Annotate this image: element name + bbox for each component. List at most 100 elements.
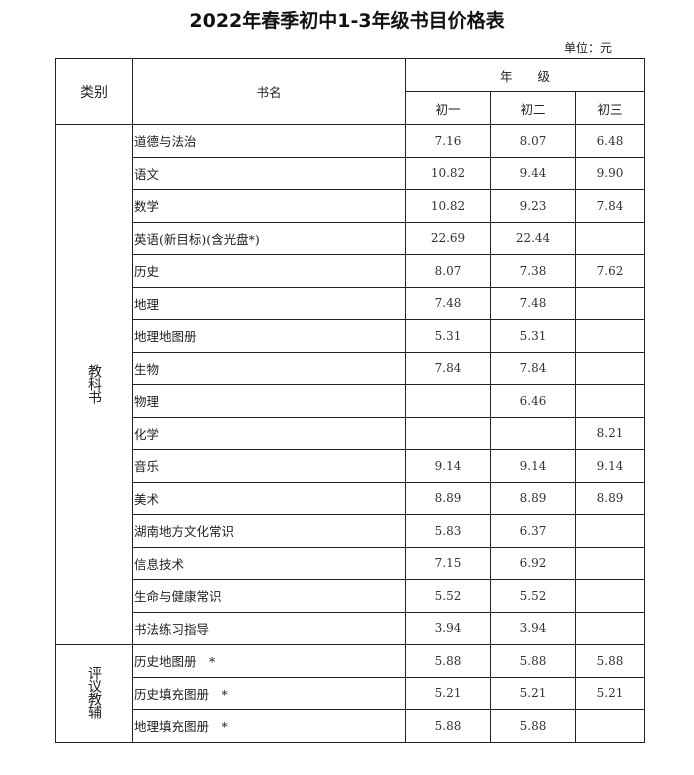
price-grade-2: 6.46 [490,384,576,418]
book-name: 湖南地方文化常识 [132,514,406,548]
price-grade-1: 5.83 [405,514,491,548]
price-grade-3: 9.14 [574,449,646,483]
price-grade-2: 7.84 [490,351,576,385]
table-row: 教科书 道德与法治 7.16 8.07 6.48 [55,124,646,645]
price-grade-2: 9.44 [490,156,576,190]
book-name: 信息技术 [132,546,406,580]
price-grade-1: 7.48 [405,286,491,320]
book-name: 道德与法治 [132,124,406,158]
header-grade: 年 级 [404,58,646,92]
price-grade-2: 6.37 [490,514,576,548]
price-grade-3: 7.62 [574,254,646,288]
price-grade-1: 9.14 [405,449,491,483]
price-grade-3 [574,579,646,613]
category-label: 评议教辅 [86,665,102,718]
price-grade-2 [490,416,576,450]
table-row: 音乐 9.14 9.14 9.14 [56,449,646,483]
price-grade-3: 8.89 [574,481,646,515]
table-row: 地理填充图册 * 5.88 5.88 [56,709,646,743]
price-grade-2: 5.21 [490,676,576,710]
category-cell: 教科书 [55,124,133,645]
book-name: 语文 [132,156,406,190]
book-name: 数学 [132,189,406,223]
price-grade-3 [574,514,646,548]
price-grade-3: 9.90 [574,156,646,190]
header-category: 类别 [55,58,133,125]
book-name: 地理 [132,286,406,320]
book-name: 地理地图册 [132,319,406,353]
table-row: 历史填充图册 * 5.21 5.21 5.21 [56,676,646,710]
table-row: 美术 8.89 8.89 8.89 [56,481,646,515]
price-grade-2: 3.94 [490,611,576,645]
table-row: 物理 6.46 [56,384,646,418]
book-name: 生物 [132,351,406,385]
price-grade-2: 5.88 [490,709,576,743]
book-name: 生命与健康常识 [132,579,406,613]
table-row: 书法练习指导 3.94 3.94 [56,611,646,645]
price-grade-2: 5.31 [490,319,576,353]
price-grade-1: 3.94 [405,611,491,645]
price-table: 类别 书名 年 级 初一 初二 初三 教科书 道德与法治 7.16 8.07 6.48 语… [55,58,646,743]
book-name: 地理填充图册 * [132,709,406,743]
price-grade-1: 7.16 [405,124,491,158]
price-grade-2: 6.92 [490,546,576,580]
book-name: 历史 [132,254,406,288]
category-cell: 评议教辅 [55,644,133,743]
book-name: 物理 [132,384,406,418]
table-row: 地理地图册 5.31 5.31 [56,319,646,353]
category-label: 教科书 [86,363,102,403]
page-title: 2022年春季初中1-3年级书目价格表 [189,10,505,32]
price-grade-3 [574,319,646,353]
header-grade-3: 初三 [574,91,646,125]
price-grade-1 [405,416,491,450]
book-name: 音乐 [132,449,406,483]
header-book-name: 书名 [132,58,406,125]
book-name: 书法练习指导 [132,611,406,645]
table-row: 地理 7.48 7.48 [56,286,646,320]
table-row: 历史 8.07 7.38 7.62 [56,254,646,288]
price-grade-1: 8.07 [405,254,491,288]
table-row: 数学 10.82 9.23 7.84 [56,189,646,223]
book-name: 美术 [132,481,406,515]
book-name: 历史地图册 * [132,644,406,678]
table-row: 评议教辅 历史地图册 * 5.88 5.88 5.88 [55,644,646,743]
price-grade-1: 5.31 [405,319,491,353]
price-grade-2: 7.38 [490,254,576,288]
price-grade-1 [405,384,491,418]
price-grade-1: 7.84 [405,351,491,385]
price-grade-3: 6.48 [574,124,646,158]
price-grade-3 [574,384,646,418]
price-grade-1: 5.88 [405,644,491,678]
price-grade-1: 5.52 [405,579,491,613]
table-row: 信息技术 7.15 6.92 [56,546,646,580]
table-row: 生命与健康常识 5.52 5.52 [56,579,646,613]
price-grade-3 [574,351,646,385]
unit-label: 单位：元 [563,41,612,55]
price-grade-1: 10.82 [405,156,491,190]
price-grade-1: 5.21 [405,676,491,710]
book-name: 历史填充图册 * [132,676,406,710]
price-grade-2: 22.44 [490,221,576,255]
table-row: 语文 10.82 9.44 9.90 [56,156,646,190]
price-grade-2: 8.89 [490,481,576,515]
price-grade-2: 9.14 [490,449,576,483]
price-grade-3: 8.21 [574,416,646,450]
price-grade-3 [574,611,646,645]
table-row: 生物 7.84 7.84 [56,351,646,385]
price-grade-2: 5.88 [490,644,576,678]
price-grade-3 [574,221,646,255]
table-row: 湖南地方文化常识 5.83 6.37 [56,514,646,548]
header-grade-2: 初二 [490,91,576,125]
book-name: 化学 [132,416,406,450]
price-grade-1: 10.82 [405,189,491,223]
price-grade-2: 5.52 [490,579,576,613]
price-grade-3 [574,286,646,320]
price-grade-3 [574,546,646,580]
price-grade-3: 5.21 [574,676,646,710]
price-grade-1: 7.15 [405,546,491,580]
price-grade-3: 5.88 [574,644,646,678]
price-grade-1: 5.88 [405,709,491,743]
price-grade-3: 7.84 [574,189,646,223]
table-row: 英语(新目标)(含光盘*) 22.69 22.44 [56,221,646,255]
price-grade-1: 8.89 [405,481,491,515]
